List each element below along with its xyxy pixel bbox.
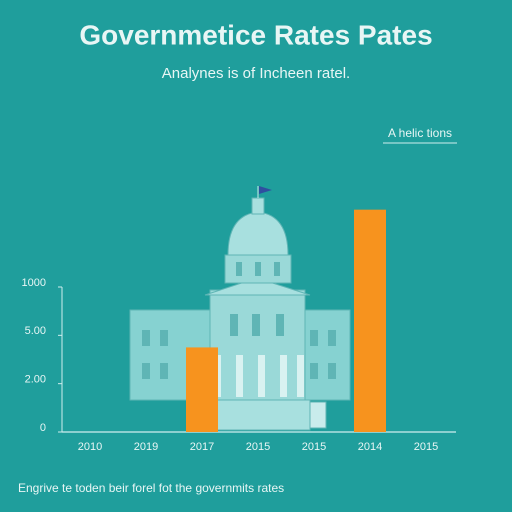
y-tick-label: 2.00 (25, 374, 46, 386)
footnote: Engrive te toden beir forel fot the gove… (18, 481, 284, 495)
bar (186, 347, 218, 432)
chart-subtitle: Analynes is of Incheen ratel. (162, 65, 350, 82)
x-tick-label: 2010 (78, 441, 102, 453)
bar (354, 209, 386, 432)
x-tick-label: 2017 (190, 441, 214, 453)
y-tick-label: 1000 (22, 277, 46, 289)
y-tick-label: 0 (40, 422, 46, 434)
y-tick-label: 5.00 (25, 325, 46, 337)
x-tick-label: 2014 (358, 441, 382, 453)
x-tick-label: 2015 (302, 441, 326, 453)
x-tick-label: 2015 (414, 441, 438, 453)
x-tick-label: 2015 (246, 441, 270, 453)
x-tick-label: 2019 (134, 441, 158, 453)
annotation: A helic tions (388, 126, 452, 140)
chart-title: Governmetice Rates Pates (79, 19, 432, 50)
